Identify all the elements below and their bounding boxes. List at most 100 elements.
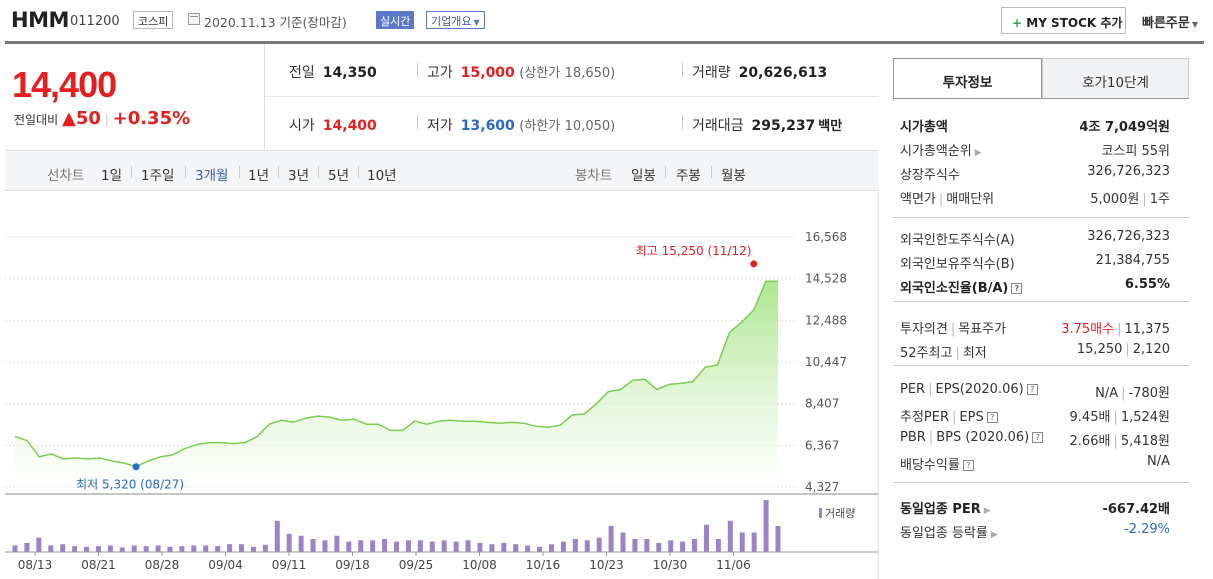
volume-bar (394, 541, 399, 552)
foreign-holding-label: 외국인보유주식수(B) (900, 257, 1015, 272)
caret-down-icon: ▼ (1191, 20, 1198, 29)
opinion-row: 투자의견 | 목표주가 (900, 322, 1007, 337)
divider (239, 166, 240, 178)
company-info-dropdown[interactable]: 기업개요 ▼ (426, 11, 485, 29)
volume-legend-swatch (819, 508, 822, 518)
industry-per-link[interactable]: 동일업종 PER ▶ (900, 498, 991, 517)
eps-value: -780원 (1128, 386, 1170, 401)
quick-order-button[interactable]: 빠른주문 ▼ (1142, 12, 1198, 31)
volume-bar (739, 532, 745, 552)
x-tick-label: 10/16 (526, 558, 561, 572)
tab-1week[interactable]: 1주일 (141, 168, 175, 184)
volume-bar (441, 540, 447, 552)
dividend-row: 배당수익률? (900, 454, 974, 473)
y-tick-label: 14,528 (805, 272, 847, 286)
x-tick-label: 09/11 (272, 558, 307, 572)
y-tick-label: 4,327 (805, 480, 839, 494)
help-icon[interactable]: ? (962, 460, 974, 471)
bps-label: BPS (2020.06) (936, 430, 1030, 445)
per-row: PER | EPS(2020.06)? (900, 382, 1038, 397)
divider (318, 166, 319, 178)
tab-underline (893, 98, 1189, 99)
tab-monthly-candle[interactable]: 월봉 (721, 168, 746, 184)
volume-bar (477, 542, 483, 552)
face-value-values: 5,000원 | 1주 (1090, 192, 1170, 207)
volume-bar (203, 545, 209, 552)
quick-order-label: 빠른주문 (1142, 16, 1190, 31)
y-tick-label: 12,488 (805, 313, 847, 327)
arrow-right-icon: ▶ (983, 506, 991, 516)
volume-bar (143, 546, 149, 552)
summary-row: 전일 14,350 고가 15,000 (상한가 18,650) 거래량 20,626… (265, 44, 879, 97)
low-annotation: 최저 5,320 (08/27) (76, 478, 184, 492)
amount-value: 295,237 (751, 118, 816, 134)
amount-label: 거래대금 (692, 118, 744, 134)
my-stock-add-button[interactable]: + MY STOCK 추가 (1001, 7, 1126, 34)
tab-investment-info[interactable]: 투자정보 (893, 58, 1042, 99)
foreign-section: 외국인한도주식수(A) 326,726,323 외국인보유주식수(B) 21,3… (893, 218, 1189, 302)
face-value: 5,000원 (1090, 192, 1140, 207)
volume-bar (36, 537, 42, 552)
volume-bar (596, 537, 602, 552)
tab-weekly-candle[interactable]: 주봉 (676, 168, 701, 184)
tab-10year[interactable]: 10년 (367, 168, 397, 184)
tab-3month[interactable]: 3개월 (195, 168, 229, 184)
low-point (132, 463, 140, 471)
help-icon[interactable]: ? (1011, 283, 1023, 294)
help-icon[interactable]: ? (1026, 384, 1038, 395)
opinion-label: 투자의견 (900, 322, 948, 337)
per-label: PER (900, 382, 926, 397)
week52-high-label: 52주최고 (900, 346, 953, 361)
foreign-ratio-label: 외국인소진율(B/A) (900, 281, 1009, 296)
my-stock-label: MY STOCK 추가 (1026, 16, 1123, 30)
tab-daily-candle[interactable]: 일봉 (631, 168, 656, 184)
est-eps-label: EPS (959, 410, 984, 425)
tab-1day[interactable]: 1일 (101, 168, 123, 184)
industry-change-label: 동일업종 등락률 (900, 526, 988, 541)
x-tick-label: 08/21 (81, 558, 116, 572)
volume-bar (751, 532, 757, 552)
high-label: 고가 (427, 65, 453, 81)
volume-bar (727, 520, 733, 552)
volume-bar (60, 544, 66, 552)
trade-unit-label: 매매단위 (946, 192, 995, 207)
volume-bar (322, 540, 328, 552)
x-tick-label: 10/30 (653, 558, 688, 572)
arrow-right-icon: ▶ (974, 148, 982, 158)
volume-bar (775, 526, 781, 552)
tab-5year[interactable]: 5년 (328, 168, 350, 184)
target-price-label: 목표주가 (958, 322, 1007, 337)
market-cap-rank-link[interactable]: 시가총액순위 ▶ (900, 140, 982, 159)
tab-3year[interactable]: 3년 (288, 168, 310, 184)
summary-row: 시가 14,400 저가 13,600 (하한가 10,050) 거래대금 295,2… (265, 97, 879, 150)
low-label: 저가 (427, 118, 453, 134)
divider (682, 62, 683, 77)
volume-bar (501, 542, 507, 552)
x-tick-label: 08/28 (145, 558, 180, 572)
tab-order-book[interactable]: 호가10단계 (1042, 58, 1189, 99)
dividend-value: N/A (1147, 454, 1170, 469)
industry-change-link[interactable]: 동일업종 등락률 ▶ (900, 522, 998, 541)
volume-bar (358, 540, 364, 552)
volume-bar (131, 545, 137, 552)
pbr-value: 2.66배 (1069, 434, 1111, 449)
volume-bar (72, 546, 78, 552)
volume-bar (84, 546, 90, 552)
market-badge: 코스피 (133, 11, 174, 29)
volume-bar (334, 535, 340, 552)
tab-1year[interactable]: 1년 (248, 168, 270, 184)
volume-bar (155, 545, 161, 552)
arrow-right-icon: ▶ (990, 530, 998, 540)
est-per-row: 추정PER | EPS? (900, 406, 998, 425)
week52-high-value: 15,250 (1076, 342, 1123, 357)
help-icon[interactable]: ? (1032, 432, 1044, 443)
help-icon[interactable]: ? (986, 412, 998, 423)
volume-legend-label: 거래량 (825, 507, 855, 520)
price-line (14, 280, 778, 468)
listed-shares-value: 326,726,323 (1087, 164, 1170, 179)
volume-bar (119, 547, 125, 552)
realtime-button[interactable]: 실시간 (376, 11, 415, 29)
volume-label: 거래량 (692, 65, 731, 81)
low-value: 13,600 (460, 118, 515, 134)
volume-bar (48, 545, 54, 552)
